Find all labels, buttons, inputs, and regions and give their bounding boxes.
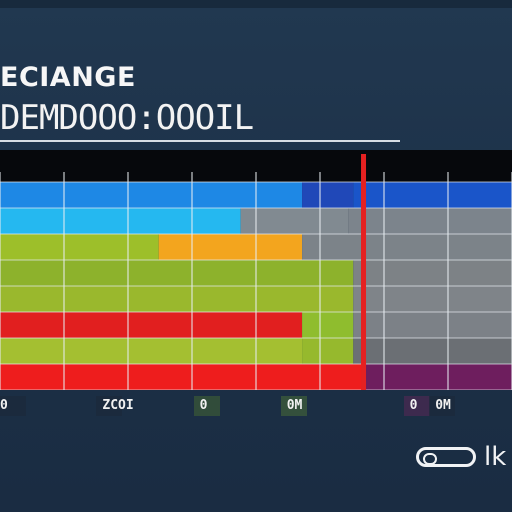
tick-marker-block [0, 396, 26, 416]
bar-segment-row1-seg1 [0, 182, 303, 208]
page-title: ECIANGE [0, 62, 136, 93]
x-tick-label: 0 [199, 398, 208, 413]
top-strip [0, 0, 512, 8]
tick-marker-block [403, 396, 430, 416]
chart-canvas [0, 150, 512, 390]
bar-segment-row4-seg2 [353, 260, 512, 286]
bar-segment-row8-seg2 [363, 364, 512, 390]
stacked-bar-chart [0, 150, 512, 390]
bar-segment-row5-seg2 [353, 286, 512, 312]
bar-segment-row5-seg1 [0, 286, 354, 312]
bar-segment-row6-seg2 [302, 312, 354, 338]
x-axis-tick-row: 0 ZCOI 0 0M 0 0M [0, 396, 512, 416]
bar-segment-row8-seg1 [0, 364, 364, 390]
x-tick-label: 0 [409, 398, 418, 413]
page-subtitle: DEMDOOO:OOOIL [0, 98, 254, 138]
footer-toggle-group[interactable]: lk [416, 442, 507, 472]
tick-marker-block [280, 396, 307, 416]
bar-segment-row3-seg1 [0, 234, 159, 260]
bar-segment-row7-seg1 [0, 338, 303, 364]
bar-segment-row7-seg3 [353, 338, 512, 364]
footer-label: lk [484, 442, 507, 472]
bar-segment-row6-seg1 [0, 312, 303, 338]
subtitle-divider [0, 140, 400, 142]
x-tick-label: ZCOI [102, 398, 134, 413]
bar-segment-row1-seg3 [353, 182, 512, 208]
bar-segment-row4-seg1 [0, 260, 354, 286]
bar-segment-row1-seg2 [302, 182, 354, 208]
x-tick-label: 0M [435, 398, 451, 413]
bar-segment-row2-seg3 [348, 208, 512, 234]
bar-segment-row3-seg2 [158, 234, 303, 260]
tick-marker-block [96, 396, 123, 416]
tick-marker-block [193, 396, 220, 416]
bar-segment-row6-seg3 [353, 312, 512, 338]
bar-segment-row7-seg2 [302, 338, 354, 364]
bar-segment-row2-seg1 [0, 208, 241, 234]
bar-segment-row3-seg3 [302, 234, 512, 260]
x-tick-label: 0M [286, 398, 303, 413]
x-tick-label: 0 [0, 398, 8, 413]
bar-segment-row2-seg2 [240, 208, 349, 234]
toggle-pill-icon[interactable] [416, 447, 476, 467]
tick-marker-block [429, 396, 456, 416]
